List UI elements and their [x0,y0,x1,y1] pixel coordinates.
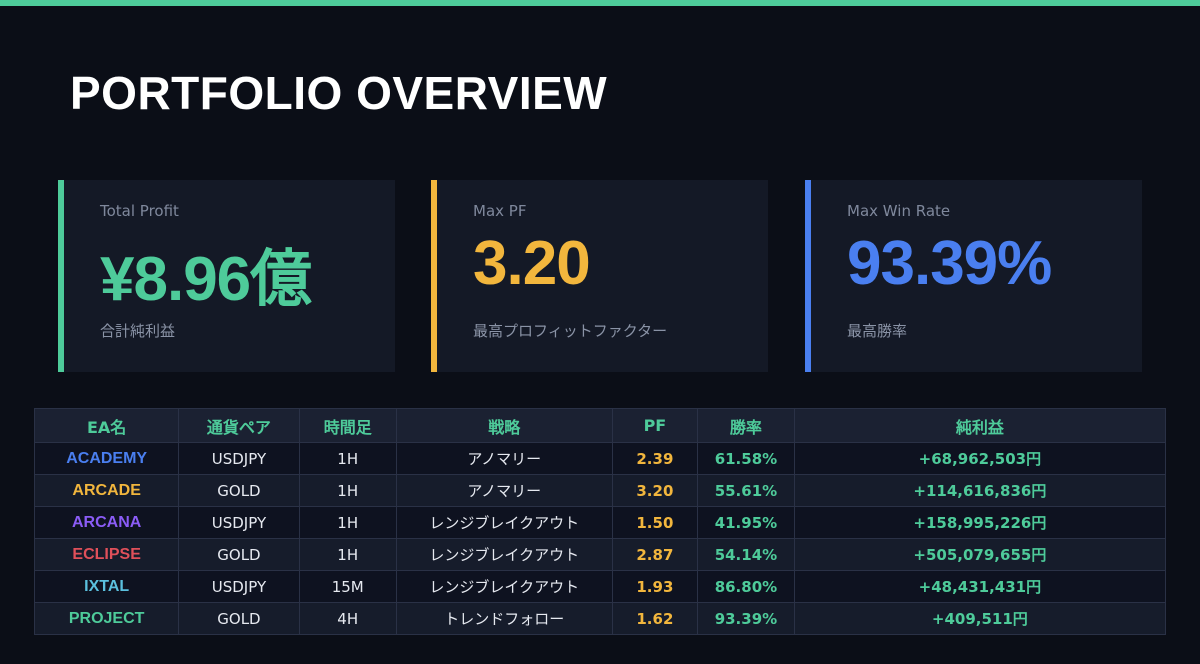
stat-card: Max PF 3.20 最高プロフィットファクター [431,180,768,372]
table-row: ARCADE GOLD 1H アノマリー 3.20 55.61% +114,616,836円 [33,474,1167,507]
column-header: 戦略 [395,408,613,443]
card-caption: 最高勝率 [847,322,908,340]
card-label: Total Profit [100,202,179,220]
table-cell: 41.95% [697,506,795,539]
table-cell: ARCANA [33,506,180,539]
table-cell: レンジブレイクアウト [395,570,613,603]
column-header: 純利益 [793,408,1167,443]
table-row: ECLIPSE GOLD 1H レンジブレイクアウト 2.87 54.14% +505,07… [33,538,1167,571]
column-header: EA名 [33,408,180,443]
table-cell: 61.58% [697,442,795,475]
table-cell: 93.39% [697,602,795,635]
card-caption: 合計純利益 [100,322,176,340]
stat-card: Total Profit ¥8.96億合計純利益 [58,180,395,372]
table-cell: GOLD [178,602,300,635]
card-label: Max Win Rate [847,202,951,220]
table-cell: 86.80% [697,570,795,603]
table-cell: GOLD [178,538,300,571]
table-cell: 55.61% [697,474,795,507]
table-cell: 1.93 [611,570,699,603]
table-cell: +48,431,431円 [793,570,1167,603]
ea-table: EA名 通貨ペア 時間足 戦略 PF 勝率 純利益 ACADEMY USDJPY 1H アノマリー… [33,408,1167,635]
table-cell: ARCADE [33,474,180,507]
page-title: PORTFOLIO OVERVIEW [70,67,608,119]
table-cell: +409,511円 [793,602,1167,635]
table-cell: 1H [298,538,397,571]
top-bar [0,0,1200,6]
table-cell: レンジブレイクアウト [395,538,613,571]
table-row: IXTAL USDJPY 15M レンジブレイクアウト 1.93 86.80% +48,43… [33,570,1167,603]
card-caption: 最高プロフィットファクター [473,322,668,340]
stat-card: Max Win Rate 93.39% 最高勝率 [805,180,1142,372]
table-cell: USDJPY [178,506,300,539]
table-cell: アノマリー [395,474,613,507]
table-cell: 1H [298,474,397,507]
column-header: PF [611,408,699,443]
table-cell: GOLD [178,474,300,507]
column-header: 通貨ペア [178,408,300,443]
card-value: ¥8.96億 [100,245,312,314]
column-header: 時間足 [298,408,397,443]
table-cell: ECLIPSE [33,538,180,571]
table-cell: 54.14% [697,538,795,571]
table-body: ACADEMY USDJPY 1H アノマリー 2.39 61.58% +68,962,50… [33,442,1167,635]
table-cell: 2.87 [611,538,699,571]
table-cell: 1.50 [611,506,699,539]
table-cell: +158,995,226円 [793,506,1167,539]
table-cell: 1H [298,442,397,475]
table-cell: トレンドフォロー [395,602,613,635]
header-row: EA名 通貨ペア 時間足 戦略 PF 勝率 純利益 [33,408,1167,443]
table-cell: PROJECT [33,602,180,635]
table-cell: IXTAL [33,570,180,603]
table-cell: 3.20 [611,474,699,507]
card-label: Max PF [473,202,527,220]
table-cell: +114,616,836円 [793,474,1167,507]
table-head: EA名 通貨ペア 時間足 戦略 PF 勝率 純利益 [33,408,1167,443]
table-cell: +68,962,503円 [793,442,1167,475]
table-cell: 2.39 [611,442,699,475]
table-cell: ACADEMY [33,442,180,475]
table-row: PROJECT GOLD 4H トレンドフォロー 1.62 93.39% +409,511円 [33,602,1167,635]
table-cell: 4H [298,602,397,635]
column-header: 勝率 [697,408,795,443]
table-cell: レンジブレイクアウト [395,506,613,539]
card-value: 93.39% [847,229,1052,298]
table-row: ACADEMY USDJPY 1H アノマリー 2.39 61.58% +68,962,50… [33,442,1167,475]
table-cell: 1H [298,506,397,539]
table-cell: アノマリー [395,442,613,475]
card-value: 3.20 [473,229,591,298]
table-cell: USDJPY [178,442,300,475]
table-cell: +505,079,655円 [793,538,1167,571]
table-cell: 15M [298,570,397,603]
table-row: ARCANA USDJPY 1H レンジブレイクアウト 1.50 41.95% +158,9… [33,506,1167,539]
table-cell: USDJPY [178,570,300,603]
table-cell: 1.62 [611,602,699,635]
